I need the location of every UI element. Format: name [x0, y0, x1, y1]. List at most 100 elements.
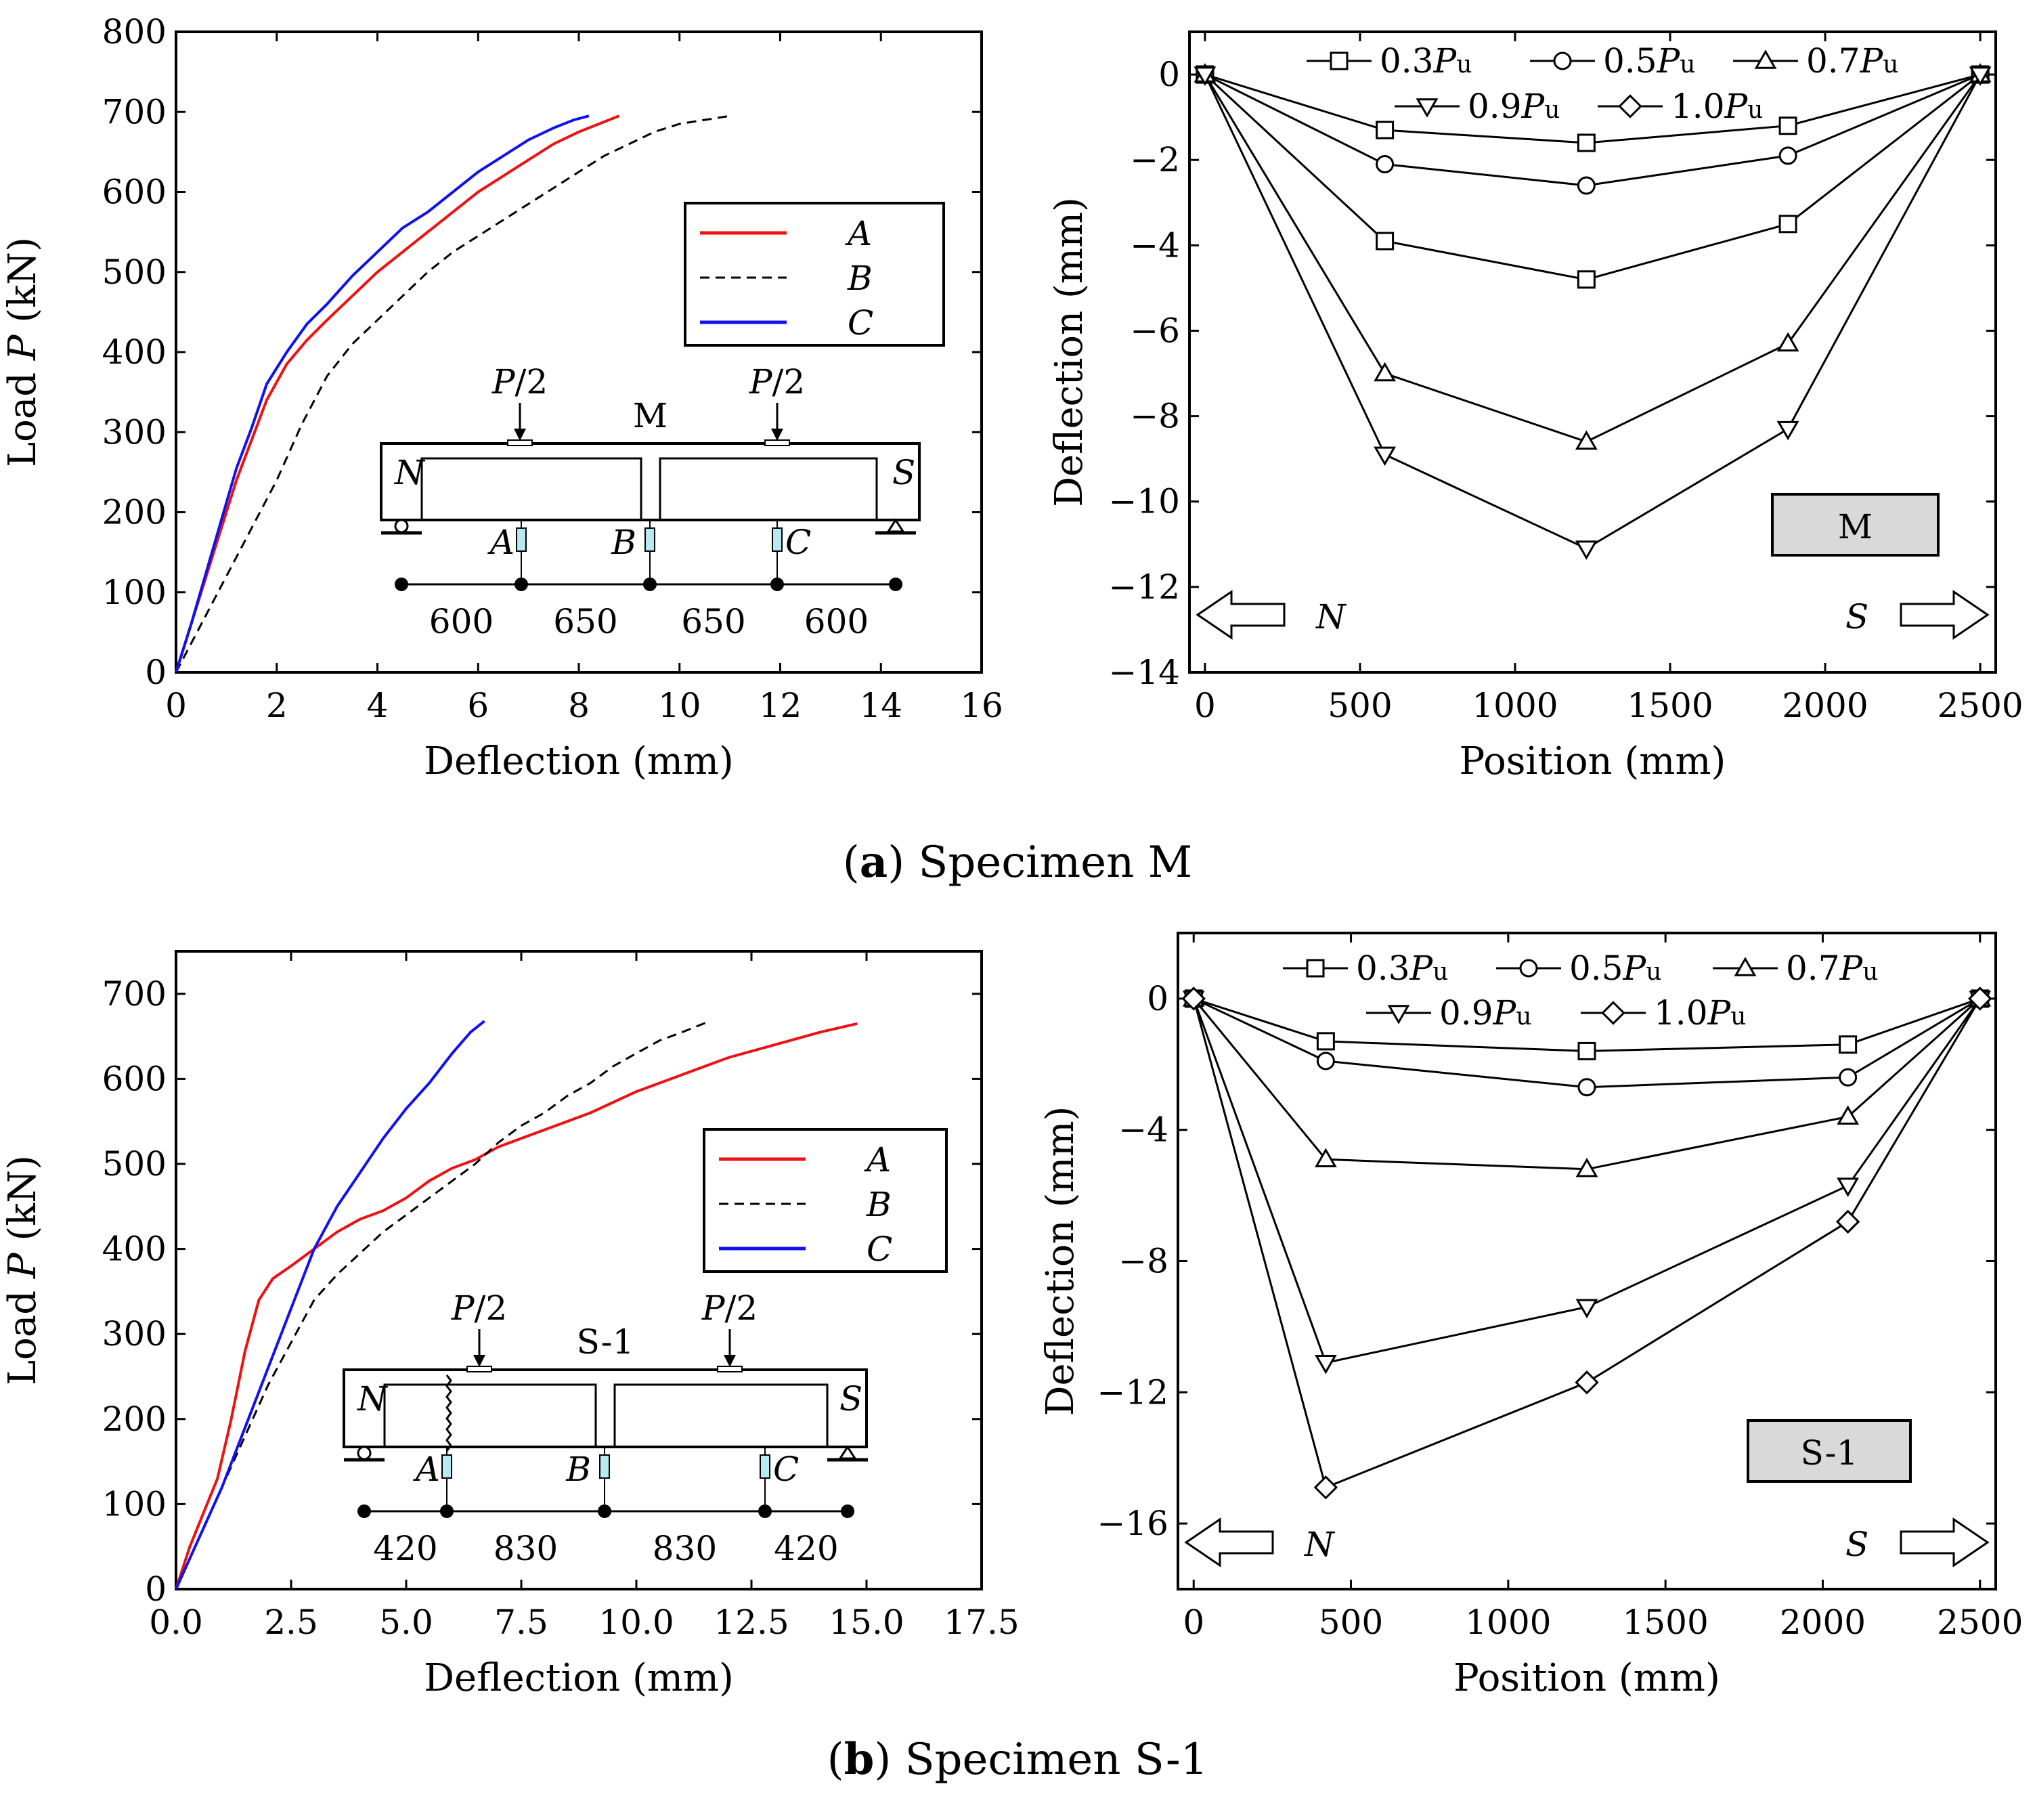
m-profile-series-05Pu-point — [1778, 146, 1797, 165]
m-load-dimension-point — [643, 578, 657, 591]
s1-profile-legend-label-coef: 0.9 — [1439, 993, 1493, 1033]
m-profile-north-label: N — [1315, 597, 1347, 636]
m-load-y-tick-label: 500 — [102, 253, 167, 292]
s1-profile-legend-label-coef: 0.7 — [1786, 949, 1840, 988]
s1-load-end-label-n: N — [357, 1379, 389, 1418]
m-profile-x-tick-label: 1500 — [1627, 686, 1713, 725]
s1-profile-legend-label-symbol: P — [1707, 993, 1732, 1033]
m-profile-specimen-label: M — [1838, 507, 1873, 546]
m-profile-plot-frame — [1188, 30, 1997, 674]
m-profile-series-09Pu-point — [1776, 332, 1799, 352]
m-profile-legend-label-subscript: u — [1544, 96, 1560, 124]
chart-m-load-deflection: 0 2 4 6 8 10 12 14 16 0 100 200 300 400 500 600 700 800 De… — [1, 12, 1003, 783]
m-load-x-tick-label: 6 — [467, 686, 489, 725]
s1-load-y-tick-label: 300 — [102, 1314, 167, 1353]
s1-load-gauge-label-b: B — [565, 1450, 591, 1489]
m-profile-legend-swatch-marker — [1416, 98, 1439, 118]
s1-profile-series-10Pu-point — [1835, 1209, 1860, 1234]
s1-load-x-tick-label: 5.0 — [379, 1603, 433, 1642]
m-profile-y-tick-label: −14 — [1108, 653, 1180, 692]
s1-profile-legend-swatch-marker — [1734, 957, 1757, 976]
m-load-beam-label: M — [633, 396, 668, 435]
s1-load-y-tick-label: 700 — [102, 974, 167, 1014]
m-load-load-label: P/2 — [749, 362, 805, 402]
s1-profile-specimen-label-box — [1747, 1419, 1912, 1483]
m-profile-series-07Pu-point — [1577, 270, 1596, 289]
s1-profile-series-03Pu-point — [1577, 1041, 1596, 1060]
s1-profile-legend-label-coef: 0.3 — [1356, 949, 1410, 988]
s1-profile-legend-label: 0.9Pu — [1439, 993, 1531, 1033]
s1-load-beam-crack — [445, 1374, 452, 1452]
m-load-y-axis-label-symbol: P — [1, 334, 45, 361]
m-load-load-label-fraction: /2 — [515, 362, 548, 402]
m-load-beam-outline — [380, 442, 921, 521]
m-profile-legend-label-symbol: P — [1724, 87, 1749, 126]
m-load-load-label: P/2 — [491, 362, 548, 402]
m-profile-x-tick-label: 2000 — [1782, 686, 1868, 725]
s1-profile-legend-label: 0.7Pu — [1786, 949, 1878, 988]
m-profile-x-tick-label: 500 — [1328, 686, 1392, 725]
s1-load-x-tick-label: 17.5 — [944, 1603, 1019, 1642]
m-profile-series-03Pu-point — [1778, 116, 1797, 135]
m-profile-y-tick-label: −10 — [1108, 482, 1180, 521]
m-profile-legend-label: 0.9Pu — [1468, 87, 1560, 126]
m-profile-legend-label-subscript: u — [1680, 51, 1695, 79]
s1-profile-series-10Pu-point — [1968, 987, 1992, 1011]
m-load-gauge-label-c: C — [785, 523, 811, 562]
s1-load-pin-support-roller — [357, 1446, 372, 1460]
s1-load-gauge-label-c: C — [773, 1450, 799, 1489]
s1-load-dimension-point — [841, 1504, 854, 1518]
s1-load-beam-opening-1 — [383, 1383, 597, 1447]
s1-load-plot-frame — [175, 950, 983, 1590]
m-profile-legend-label-symbol: P — [1521, 87, 1546, 126]
s1-load-dimension-point — [758, 1504, 772, 1518]
s1-load-dimension-point — [440, 1504, 454, 1518]
m-profile-legend-swatch-marker — [1553, 51, 1572, 70]
m-load-beam-opening-1 — [420, 457, 642, 520]
m-profile-legend-label: 0.5Pu — [1603, 41, 1695, 81]
m-profile-series-09Pu-point — [1374, 362, 1396, 382]
caption-a-letter: a — [860, 837, 888, 888]
s1-profile-legend-swatch-marker — [1387, 1005, 1410, 1024]
s1-profile-north-arrow — [1184, 1517, 1274, 1567]
s1-load-load-arrow-head — [724, 1355, 736, 1367]
s1-profile-series-09Pu-point — [1837, 1177, 1860, 1197]
m-load-y-axis-label-text: Load — [1, 360, 45, 467]
chart-s1-deflection-profile: 0 500 1000 1500 2000 2500 0 −4 −8 −12 −16 Position … — [1038, 932, 2023, 1700]
s1-load-load-label-fraction: /2 — [474, 1288, 507, 1328]
m-load-dimension-label: 650 — [553, 602, 617, 641]
m-load-load-label-symbol: P — [749, 362, 773, 402]
m-profile-series-10Pu-point — [1969, 66, 1992, 86]
m-profile-y-tick-label: −4 — [1130, 225, 1180, 265]
s1-profile-legend-label-subscript: u — [1730, 1003, 1746, 1031]
s1-load-gauge-label-a: A — [413, 1450, 440, 1489]
s1-profile-series-07Pu-point — [1575, 1158, 1598, 1177]
m-load-x-tick-label: 12 — [759, 686, 802, 725]
m-profile-y-tick-label: −6 — [1130, 311, 1180, 350]
s1-load-x-tick-label: 2.5 — [264, 1603, 318, 1642]
s1-profile-y-tick-label: 0 — [1147, 979, 1168, 1018]
m-load-y-tick-label: 100 — [102, 573, 167, 612]
s1-profile-x-tick-label: 500 — [1319, 1603, 1383, 1642]
m-load-y-tick-label: 800 — [102, 12, 167, 51]
s1-profile-legend-label-subscript: u — [1516, 1003, 1531, 1031]
s1-load-x-tick-label: 10.0 — [598, 1603, 674, 1642]
m-load-legend-label-a: A — [845, 214, 872, 253]
s1-profile-legend-label-symbol: P — [1493, 993, 1517, 1033]
m-profile-legend-label-coef: 0.5 — [1603, 41, 1657, 81]
m-profile-legend-label-coef: 0.7 — [1806, 41, 1860, 81]
m-load-gauge-label-a: A — [487, 523, 515, 562]
s1-load-gauge-b — [599, 1454, 610, 1479]
m-profile-legend-label-symbol: P — [1860, 41, 1884, 81]
m-load-dimension-point — [515, 578, 528, 591]
s1-profile-series-07Pu-point — [1314, 1148, 1337, 1168]
m-load-load-arrow-head — [514, 429, 526, 441]
caption-b-letter: b — [844, 1734, 875, 1785]
s1-profile-y-axis-label: Deflection (mm) — [1038, 1106, 1082, 1416]
s1-profile-legend-swatch-marker — [1306, 959, 1325, 978]
m-profile-y-axis-label: Deflection (mm) — [1047, 197, 1091, 507]
m-load-load-plate — [507, 439, 533, 446]
